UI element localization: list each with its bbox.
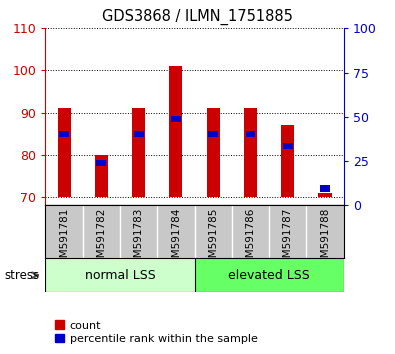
Text: GSM591787: GSM591787 (283, 207, 293, 271)
Bar (83, 205, 120, 258)
Bar (208, 131, 218, 137)
Bar (96, 160, 106, 166)
Bar (307, 205, 344, 258)
Bar (134, 131, 143, 137)
Bar (95, 155, 108, 197)
Legend: count, percentile rank within the sample: count, percentile rank within the sample (51, 316, 262, 348)
Text: GSM591782: GSM591782 (96, 207, 106, 271)
Bar (169, 66, 182, 197)
Bar (246, 131, 255, 137)
Bar (207, 108, 220, 197)
Text: GSM591781: GSM591781 (59, 207, 69, 271)
Bar (45, 258, 194, 292)
Text: GSM591783: GSM591783 (134, 207, 144, 271)
Text: GSM591788: GSM591788 (320, 207, 330, 271)
Bar (132, 108, 145, 197)
Bar (244, 108, 257, 197)
Text: GSM591786: GSM591786 (245, 207, 256, 271)
Bar (283, 143, 293, 149)
Bar (157, 205, 194, 258)
Bar (232, 205, 269, 258)
Bar (318, 193, 331, 197)
Bar (194, 205, 232, 258)
Text: GSM591785: GSM591785 (208, 207, 218, 271)
Text: GSM591784: GSM591784 (171, 207, 181, 271)
Bar (320, 185, 330, 192)
Bar (269, 205, 307, 258)
Bar (281, 125, 294, 197)
Bar (59, 131, 69, 137)
Bar (58, 108, 71, 197)
Bar (171, 116, 181, 122)
Bar (45, 205, 83, 258)
Text: stress: stress (4, 269, 39, 282)
Text: elevated LSS: elevated LSS (228, 269, 310, 282)
Bar (194, 258, 344, 292)
Text: GDS3868 / ILMN_1751885: GDS3868 / ILMN_1751885 (102, 9, 293, 25)
Text: normal LSS: normal LSS (85, 269, 155, 282)
Bar (120, 205, 157, 258)
